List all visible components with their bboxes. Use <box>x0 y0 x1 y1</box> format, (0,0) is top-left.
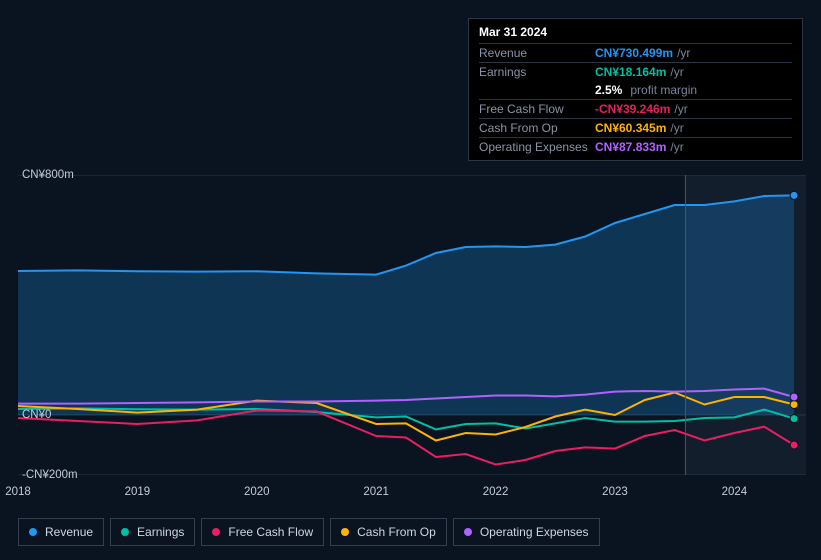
endpoint-fcf <box>790 441 798 449</box>
legend-item-earnings[interactable]: Earnings <box>110 518 195 546</box>
tooltip-metric-label: Cash From Op <box>479 121 595 135</box>
legend-item-fcf[interactable]: Free Cash Flow <box>201 518 324 546</box>
x-tick-label: 2019 <box>125 486 151 498</box>
legend-label: Earnings <box>137 525 184 539</box>
tooltip-unit: /yr <box>670 65 683 79</box>
x-tick-label: 2018 <box>5 486 31 498</box>
tooltip-date: Mar 31 2024 <box>479 25 792 39</box>
tooltip-metric-value: -CN¥39.246m <box>595 102 670 116</box>
tooltip-metric-label: Earnings <box>479 65 595 79</box>
y-tick-label: CN¥800m <box>22 169 74 181</box>
endpoint-opex <box>790 393 798 401</box>
tooltip-row: Cash From OpCN¥60.345m/yr <box>479 118 792 137</box>
x-tick-label: 2020 <box>244 486 270 498</box>
tooltip-row: Operating ExpensesCN¥87.833m/yr <box>479 137 792 156</box>
tooltip-row: Free Cash Flow-CN¥39.246m/yr <box>479 99 792 118</box>
legend-label: Operating Expenses <box>480 525 589 539</box>
endpoint-revenue <box>790 191 798 199</box>
tooltip-row: RevenueCN¥730.499m/yr <box>479 43 792 62</box>
x-tick-label: 2022 <box>483 486 509 498</box>
tooltip-unit: /yr <box>670 121 683 135</box>
hover-tooltip: Mar 31 2024 RevenueCN¥730.499m/yrEarning… <box>468 18 803 161</box>
x-tick-label: 2024 <box>722 486 748 498</box>
tooltip-metric-label: Free Cash Flow <box>479 102 595 116</box>
legend-item-revenue[interactable]: Revenue <box>18 518 104 546</box>
legend-item-opex[interactable]: Operating Expenses <box>453 518 600 546</box>
tooltip-unit: /yr <box>674 102 687 116</box>
legend-swatch <box>212 528 220 536</box>
tooltip-row-extra: 2.5% profit margin <box>479 81 792 99</box>
tooltip-metric-value: CN¥730.499m <box>595 46 673 60</box>
tooltip-extra-value: 2.5% <box>595 83 622 97</box>
legend-label: Free Cash Flow <box>228 525 313 539</box>
tooltip-metric-value: CN¥87.833m <box>595 140 666 154</box>
endpoint-earnings <box>790 415 798 423</box>
x-tick-label: 2021 <box>363 486 389 498</box>
legend-swatch <box>29 528 37 536</box>
legend-label: Revenue <box>45 525 93 539</box>
tooltip-row: EarningsCN¥18.164m/yr <box>479 62 792 81</box>
tooltip-metric-value: CN¥60.345m <box>595 121 666 135</box>
legend-swatch <box>341 528 349 536</box>
endpoint-cfo <box>790 401 798 409</box>
tooltip-extra-label: profit margin <box>630 83 697 97</box>
tooltip-metric-value: CN¥18.164m <box>595 65 666 79</box>
legend-item-cfo[interactable]: Cash From Op <box>330 518 447 546</box>
legend-label: Cash From Op <box>357 525 436 539</box>
legend: Revenue Earnings Free Cash Flow Cash From O… <box>18 518 600 546</box>
legend-swatch <box>121 528 129 536</box>
tooltip-unit: /yr <box>677 46 690 60</box>
tooltip-metric-label: Operating Expenses <box>479 140 595 154</box>
y-tick-label: CN¥0 <box>22 409 51 421</box>
y-tick-label: -CN¥200m <box>22 469 78 481</box>
x-tick-label: 2023 <box>602 486 628 498</box>
legend-swatch <box>464 528 472 536</box>
tooltip-unit: /yr <box>670 140 683 154</box>
revenue-area <box>18 195 794 415</box>
series-fcf[interactable] <box>18 411 794 465</box>
tooltip-metric-label: Revenue <box>479 46 595 60</box>
plot-area[interactable] <box>18 175 806 475</box>
